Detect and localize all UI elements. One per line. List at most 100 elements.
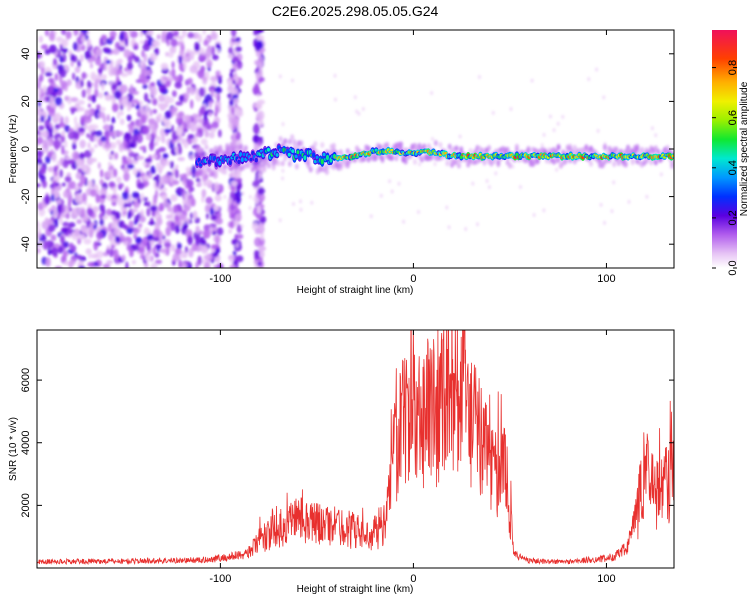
- heatmap-cell: [78, 152, 85, 160]
- heatmap-cell: [491, 110, 495, 115]
- heatmap-cell: [153, 176, 158, 181]
- heatmap-cell: [106, 114, 110, 122]
- heatmap-cell: [94, 143, 98, 148]
- heatmap-cell: [59, 169, 63, 178]
- heatmap-cell: [159, 175, 166, 185]
- heatmap-cell: [259, 203, 265, 209]
- heatmap-cell: [256, 93, 260, 98]
- spectrogram-ylabel: Frequency (Hz): [8, 115, 19, 184]
- snr-ticks: -100 0 100 2000 4000 6000: [20, 330, 674, 585]
- heatmap-cell: [373, 155, 378, 162]
- heatmap-cell: [101, 81, 105, 92]
- heatmap-cell: [145, 78, 150, 83]
- heatmap-cell: [68, 222, 76, 228]
- heatmap-cell: [612, 180, 616, 185]
- heatmap-cell: [306, 156, 311, 163]
- heatmap-cell: [227, 147, 232, 154]
- y-tick-label: 4000: [20, 430, 32, 454]
- heatmap-cell: [204, 121, 211, 130]
- heatmap-cell: [115, 176, 122, 184]
- heatmap-cell: [210, 75, 219, 82]
- heatmap-cell: [40, 115, 45, 123]
- snr-series: [37, 330, 674, 566]
- heatmap-cell: [138, 223, 143, 228]
- heatmap-cell: [253, 249, 260, 259]
- heatmap-cell: [69, 181, 76, 190]
- heatmap-cell: [98, 111, 106, 119]
- heatmap-cell: [471, 181, 475, 186]
- heatmap-cell: [131, 134, 139, 142]
- heatmap-cell: [58, 122, 66, 128]
- heatmap-cell: [235, 195, 242, 205]
- heatmap-cell: [312, 152, 316, 158]
- heatmap-cell: [39, 60, 45, 69]
- heatmap-cell: [46, 125, 51, 131]
- heatmap-cell: [650, 126, 654, 131]
- heatmap-cell: [171, 68, 176, 79]
- heatmap-cell: [139, 40, 144, 45]
- heatmap-cell: [111, 83, 118, 91]
- heatmap-cell: [147, 122, 156, 130]
- heatmap-cell: [195, 261, 199, 268]
- heatmap-cell: [231, 88, 239, 95]
- heatmap-cell: [602, 95, 606, 100]
- heatmap-cell: [177, 35, 184, 40]
- heatmap-cell: [218, 160, 222, 166]
- heatmap-cell: [262, 166, 267, 173]
- heatmap-cell: [154, 141, 159, 146]
- heatmap-cell: [62, 38, 67, 48]
- heatmap-cell: [177, 74, 184, 83]
- heatmap-cell: [287, 160, 292, 167]
- heatmap-cell: [73, 228, 80, 237]
- heatmap-cell: [338, 149, 343, 156]
- heatmap-cell: [184, 52, 191, 58]
- heatmap-cell: [445, 205, 449, 210]
- heatmap-cell: [60, 135, 66, 143]
- heatmap-cell: [596, 128, 600, 133]
- heatmap-cell: [163, 95, 171, 104]
- heatmap-cell: [456, 159, 461, 166]
- heatmap-cell: [174, 81, 183, 89]
- heatmap-cell: [189, 186, 195, 192]
- heatmap-cell: [139, 59, 145, 67]
- heatmap-cell: [111, 221, 118, 229]
- heatmap-cell: [77, 237, 82, 245]
- heatmap-cell: [59, 44, 63, 51]
- heatmap-cell: [211, 121, 219, 129]
- heatmap-cell: [124, 37, 128, 46]
- heatmap-cell: [119, 84, 128, 94]
- heatmap-cell: [99, 169, 104, 178]
- heatmap-cell: [227, 53, 234, 59]
- heatmap-cell: [198, 54, 207, 62]
- heatmap-cell: [656, 148, 661, 155]
- heatmap-cell: [63, 249, 67, 260]
- heatmap-cell: [399, 141, 404, 148]
- heatmap-cell: [77, 106, 85, 112]
- heatmap-cell: [283, 155, 288, 162]
- heatmap-cell: [101, 34, 107, 40]
- heatmap-cell: [627, 199, 631, 204]
- heatmap-cell: [170, 194, 178, 202]
- snr-frame: [36, 329, 675, 569]
- heatmap-cell: [152, 98, 158, 106]
- heatmap-cell: [44, 71, 53, 77]
- heatmap-cell: [89, 62, 94, 69]
- heatmap-cell: [433, 162, 437, 167]
- heatmap-cell: [37, 136, 44, 145]
- heatmap-cell: [111, 97, 117, 105]
- heatmap-cell: [109, 30, 117, 38]
- x-tick-label: -100: [209, 273, 231, 285]
- heatmap-cell: [84, 109, 90, 117]
- heatmap-cell: [37, 163, 41, 171]
- heatmap-cell: [47, 151, 53, 158]
- heatmap-cell: [236, 60, 243, 70]
- heatmap-cell: [255, 111, 262, 121]
- heatmap-cell: [194, 45, 200, 52]
- y-tick-label: 0: [20, 146, 32, 152]
- heatmap-cell: [111, 116, 116, 124]
- heatmap-cell: [174, 169, 179, 179]
- heatmap-cell: [187, 235, 193, 246]
- heatmap-cell: [166, 39, 170, 47]
- heatmap-cell: [165, 247, 170, 256]
- heatmap-cell: [186, 170, 190, 178]
